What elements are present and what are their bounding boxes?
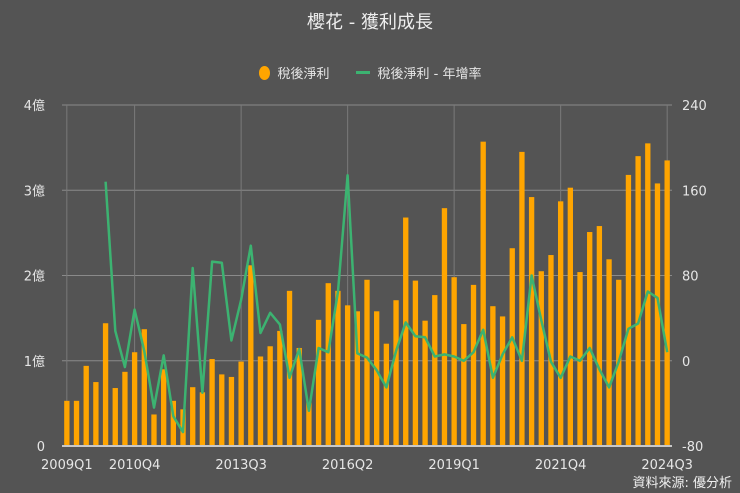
bar-net-income[interactable] <box>102 323 109 446</box>
bar-net-income[interactable] <box>83 365 89 446</box>
bar-net-income[interactable] <box>228 376 235 446</box>
bar-net-income[interactable] <box>519 151 525 446</box>
bar-net-income[interactable] <box>93 382 99 446</box>
bar-net-income[interactable] <box>374 311 380 446</box>
bar-net-income[interactable] <box>354 311 360 446</box>
bar-net-income[interactable] <box>470 284 477 446</box>
bar-net-income[interactable] <box>296 347 302 446</box>
bar-net-income[interactable] <box>219 374 225 446</box>
bar-net-income[interactable] <box>606 259 612 446</box>
bar-net-income[interactable] <box>412 280 419 446</box>
bar-net-income[interactable] <box>306 402 312 446</box>
bar-net-income[interactable] <box>557 201 564 446</box>
left-axis-tick: 4億 <box>24 98 45 114</box>
bar-net-income[interactable] <box>480 141 486 446</box>
x-axis-tick: 2013Q3 <box>215 458 267 473</box>
bar-net-income[interactable] <box>151 414 157 446</box>
circle-marker-icon <box>258 65 270 80</box>
bar-net-income[interactable] <box>538 271 544 446</box>
bar-net-income[interactable] <box>451 277 457 446</box>
right-axis-tick: 0 <box>682 355 690 370</box>
bar-net-income[interactable] <box>654 183 661 446</box>
bar-net-income[interactable] <box>422 320 428 446</box>
x-axis-tick: 2021Q4 <box>535 458 587 473</box>
left-axis-tick: 2億 <box>24 269 45 285</box>
legend-item-net-income[interactable]: 稅後淨利 <box>258 63 330 82</box>
bar-net-income[interactable] <box>587 232 593 446</box>
bar-net-income[interactable] <box>625 174 632 446</box>
bar-net-income[interactable] <box>528 197 535 446</box>
line-marker-icon <box>355 71 370 74</box>
bar-net-income[interactable] <box>461 324 467 446</box>
bar-net-income[interactable] <box>441 208 448 446</box>
bar-net-income[interactable] <box>248 265 254 446</box>
x-axis-tick: 2009Q1 <box>41 458 93 473</box>
chart-title: 櫻花 - 獲利成長 <box>307 12 433 33</box>
bar-net-income[interactable] <box>73 400 80 446</box>
left-axis-tick: 3億 <box>24 183 45 199</box>
bar-net-income[interactable] <box>499 316 506 446</box>
bar-net-income[interactable] <box>267 346 273 446</box>
right-axis-tick: 80 <box>682 270 699 285</box>
bar-net-income[interactable] <box>199 392 206 446</box>
bar-net-income[interactable] <box>364 279 370 446</box>
bar-net-income[interactable] <box>664 160 670 446</box>
legend-item-yoy-growth[interactable]: 稅後淨利 - 年增率 <box>355 63 482 82</box>
bar-net-income[interactable] <box>635 156 641 446</box>
x-axis-tick: 2019Q1 <box>428 458 480 473</box>
x-axis-tick: 2016Q2 <box>322 458 374 473</box>
bar-net-income[interactable] <box>64 400 70 446</box>
source-note: 資料來源: 優分析 <box>632 476 732 491</box>
bar-net-income[interactable] <box>131 352 138 446</box>
bar-net-income[interactable] <box>238 361 244 446</box>
x-axis-tick: 2024Q3 <box>641 458 693 473</box>
legend-label: 稅後淨利 <box>277 67 330 82</box>
right-axis-tick: -80 <box>682 440 703 455</box>
bar-net-income[interactable] <box>403 217 409 446</box>
chart-legend: 稅後淨利 稅後淨利 - 年增率 <box>0 63 740 82</box>
bar-net-income[interactable] <box>383 343 390 446</box>
legend-label: 稅後淨利 - 年增率 <box>377 67 482 82</box>
bar-net-income[interactable] <box>548 255 554 446</box>
left-axis-tick: 0 <box>37 440 45 455</box>
bar-net-income[interactable] <box>596 226 603 446</box>
bar-net-income[interactable] <box>257 356 264 446</box>
bar-net-income[interactable] <box>344 305 351 446</box>
bar-net-income[interactable] <box>190 387 196 446</box>
bar-net-income[interactable] <box>567 187 573 446</box>
bar-net-income[interactable] <box>170 400 177 446</box>
bar-net-income[interactable] <box>277 330 283 446</box>
bar-net-income[interactable] <box>509 248 515 446</box>
bar-net-income[interactable] <box>141 329 147 446</box>
right-axis-tick: 240 <box>682 99 707 114</box>
bar-net-income[interactable] <box>161 369 167 446</box>
bar-net-income[interactable] <box>432 295 438 446</box>
bar-net-income[interactable] <box>325 283 331 446</box>
bar-net-income[interactable] <box>112 388 118 446</box>
bar-net-income[interactable] <box>122 371 128 446</box>
bar-net-income[interactable] <box>209 359 215 446</box>
right-axis-tick: 160 <box>682 184 707 199</box>
left-axis-tick: 1億 <box>24 354 45 370</box>
x-axis-tick: 2010Q4 <box>109 458 161 473</box>
bar-net-income[interactable] <box>335 290 341 446</box>
bar-net-income[interactable] <box>393 300 399 446</box>
line-yoy-growth[interactable] <box>104 174 669 434</box>
bar-net-income[interactable] <box>286 290 293 446</box>
bar-net-income[interactable] <box>315 319 322 446</box>
